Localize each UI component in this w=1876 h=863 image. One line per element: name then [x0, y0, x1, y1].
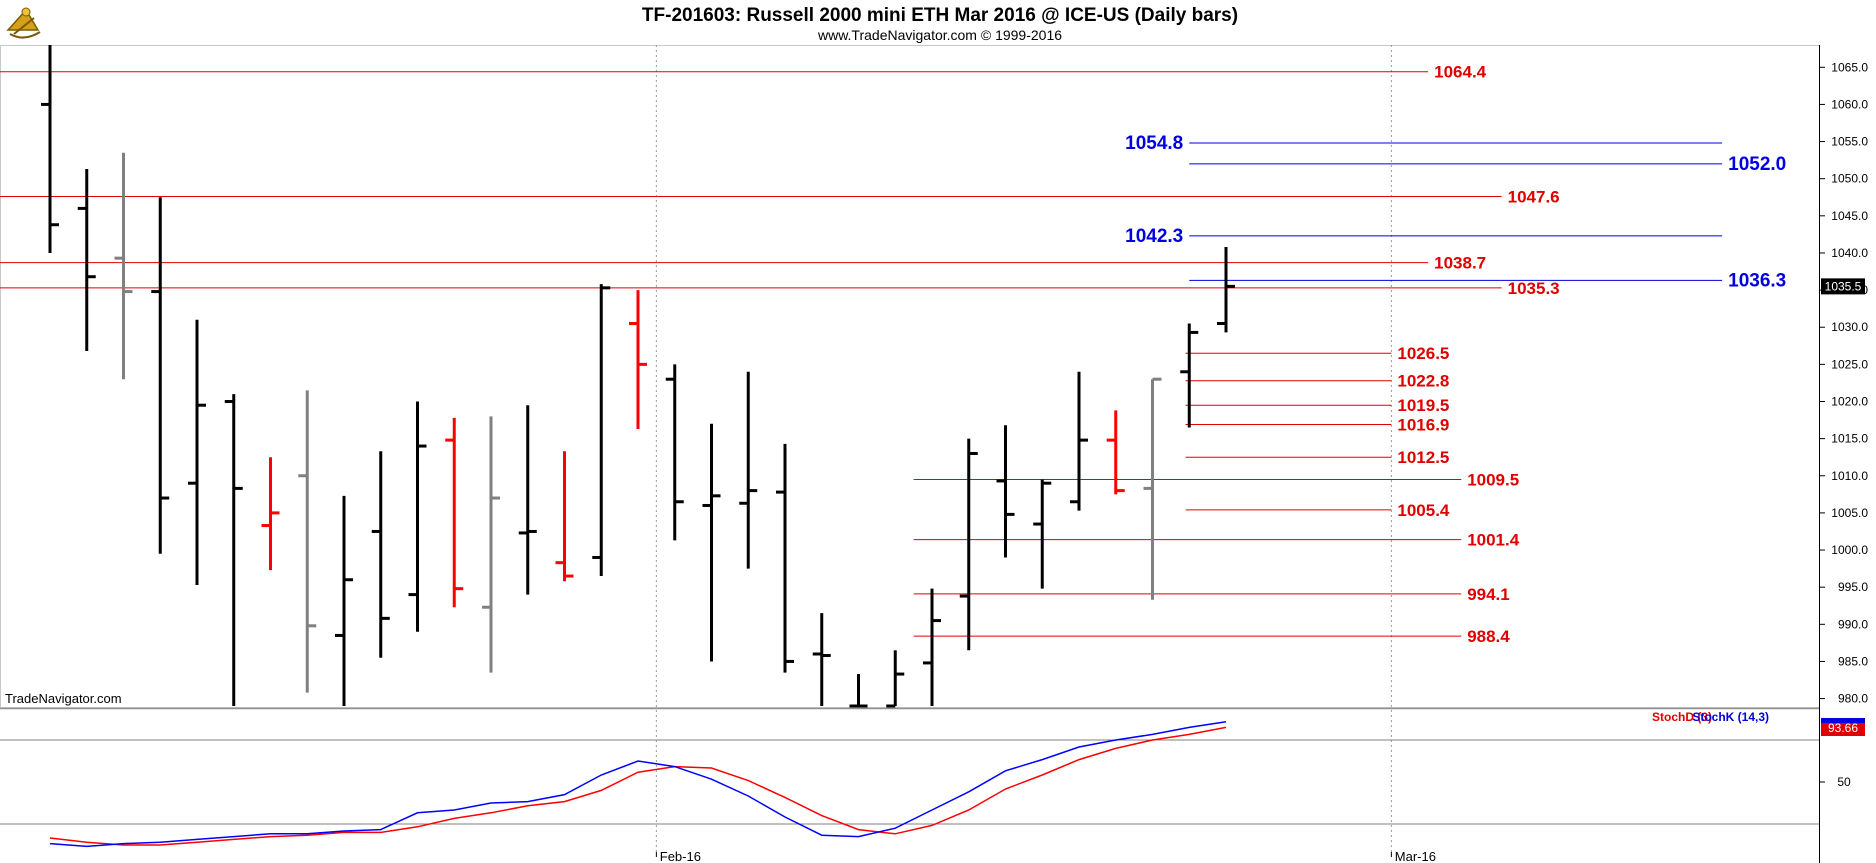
- level-label: 1016.9: [1397, 416, 1449, 435]
- ohlc-bar: [1180, 323, 1199, 428]
- level-label: 1064.4: [1434, 63, 1487, 82]
- ohlc-bar: [776, 443, 794, 673]
- ohlc-bar: [1217, 247, 1235, 333]
- last-price-label: 1035.5: [1825, 279, 1862, 293]
- last-price-marker: 1035.5: [1821, 278, 1865, 295]
- ohlc-bar: [408, 401, 427, 632]
- price-tick-label: 985.0: [1838, 654, 1868, 668]
- date-axis: Feb-16 Mar-16: [655, 849, 1436, 863]
- price-tick-label: 1005.0: [1831, 506, 1868, 520]
- level-label: 994.1: [1467, 585, 1510, 604]
- level-label: 1054.8: [1125, 133, 1183, 154]
- price-tick-label: 1065.0: [1831, 60, 1868, 74]
- ohlc-bar: [445, 417, 464, 608]
- price-tick-label: 1010.0: [1831, 469, 1868, 483]
- level-label: 1022.8: [1397, 372, 1449, 391]
- level-lines: 1064.4 1047.6 1038.7 1035.3 1026.5 1022.8 1019…: [0, 63, 1786, 646]
- ohlc-bar: [114, 152, 133, 380]
- ohlc-bar: [592, 284, 611, 577]
- ohlc-bar: [886, 650, 905, 708]
- level-label: 1026.5: [1397, 344, 1449, 363]
- stochastic-panel: 50: [0, 721, 1851, 848]
- header: TF-201603: Russell 2000 mini ETH Mar 201…: [6, 5, 1238, 43]
- ohlc-bar: [739, 371, 758, 569]
- price-tick-label: 1050.0: [1831, 172, 1868, 186]
- date-tick-label: Feb-16: [660, 849, 701, 863]
- stoch-d-line: [49, 726, 1227, 846]
- ohlc-bar: [482, 416, 500, 673]
- price-tick-label: 1040.0: [1831, 246, 1868, 260]
- level-label: 1012.5: [1397, 448, 1449, 467]
- ohlc-bar: [335, 495, 353, 706]
- ohlc-bar: [996, 425, 1015, 558]
- price-tick-label: 1000.0: [1831, 543, 1868, 557]
- level-label: 1009.5: [1467, 470, 1519, 489]
- price-tick-label: 1060.0: [1831, 97, 1868, 111]
- legend-stochd: StochD (3): [1652, 710, 1712, 724]
- price-tick-label: 1055.0: [1831, 135, 1868, 149]
- ohlc-bar: [1070, 371, 1088, 511]
- level-label: 1052.0: [1728, 154, 1786, 175]
- stoch-tick-label: 50: [1837, 775, 1851, 789]
- ohlc-bar: [812, 613, 831, 706]
- stoch-k-line: [49, 721, 1227, 848]
- ohlc-bar: [151, 197, 170, 554]
- ohlc-bar: [959, 438, 978, 651]
- ohlc-bar: [665, 364, 684, 541]
- level-label: 1001.4: [1467, 531, 1520, 550]
- ohlc-bar: [849, 674, 868, 708]
- ohlc-bar: [629, 290, 647, 429]
- level-label: 1036.3: [1728, 270, 1786, 291]
- stoch-last-marker: 93.66: [1821, 718, 1865, 736]
- ohlc-bar: [555, 451, 574, 582]
- level-label: 1038.7: [1434, 254, 1486, 273]
- price-bars: [41, 45, 1235, 708]
- stoch-last-box-top: [1821, 718, 1865, 723]
- stoch-last-label: 93.66: [1828, 721, 1858, 735]
- sextant-logo-icon: [6, 7, 41, 39]
- stochastic-legend: StochD (3) StochK (14,3): [1652, 710, 1769, 724]
- date-tick-label: Mar-16: [1395, 849, 1436, 863]
- ohlc-bar: [923, 588, 941, 706]
- level-label: 1019.5: [1397, 396, 1449, 415]
- ohlc-bar: [1033, 479, 1052, 589]
- ohlc-bar: [1106, 410, 1125, 495]
- ohlc-bar: [224, 394, 243, 706]
- price-axis: 980.0 985.0 990.0 995.0 1000.0 1005.0 1010.0 10…: [1819, 60, 1868, 706]
- watermark: TradeNavigator.com: [5, 691, 122, 706]
- ohlc-bar: [518, 405, 537, 595]
- level-label: 1005.4: [1397, 501, 1450, 520]
- ohlc-bar: [261, 457, 280, 571]
- price-tick-label: 1015.0: [1831, 432, 1868, 446]
- level-label: 1042.3: [1125, 226, 1183, 247]
- ohlc-bar: [188, 319, 206, 585]
- ohlc-bar: [298, 390, 317, 693]
- price-tick-label: 980.0: [1838, 692, 1868, 706]
- price-tick-label: 990.0: [1838, 617, 1868, 631]
- price-tick-label: 1030.0: [1831, 320, 1868, 334]
- level-label: 988.4: [1467, 627, 1510, 646]
- ohlc-bar: [1143, 377, 1162, 600]
- last-price-box: [1821, 278, 1865, 295]
- level-label: 1047.6: [1508, 188, 1560, 207]
- price-tick-label: 995.0: [1838, 580, 1868, 594]
- ohlc-bar: [371, 451, 390, 658]
- price-tick-label: 1045.0: [1831, 209, 1868, 223]
- chart-title: TF-201603: Russell 2000 mini ETH Mar 201…: [642, 5, 1238, 26]
- price-tick-label: 1025.0: [1831, 357, 1868, 371]
- legend-stochk: StochK (14,3): [1692, 710, 1769, 724]
- price-tick-label: 1020.0: [1831, 394, 1868, 408]
- ohlc-bar: [702, 423, 721, 662]
- ohlc-bar: [41, 45, 59, 253]
- chart-subtitle: www.TradeNavigator.com © 1999-2016: [817, 27, 1062, 43]
- level-label: 1035.3: [1508, 279, 1560, 298]
- ohlc-bar: [77, 169, 96, 351]
